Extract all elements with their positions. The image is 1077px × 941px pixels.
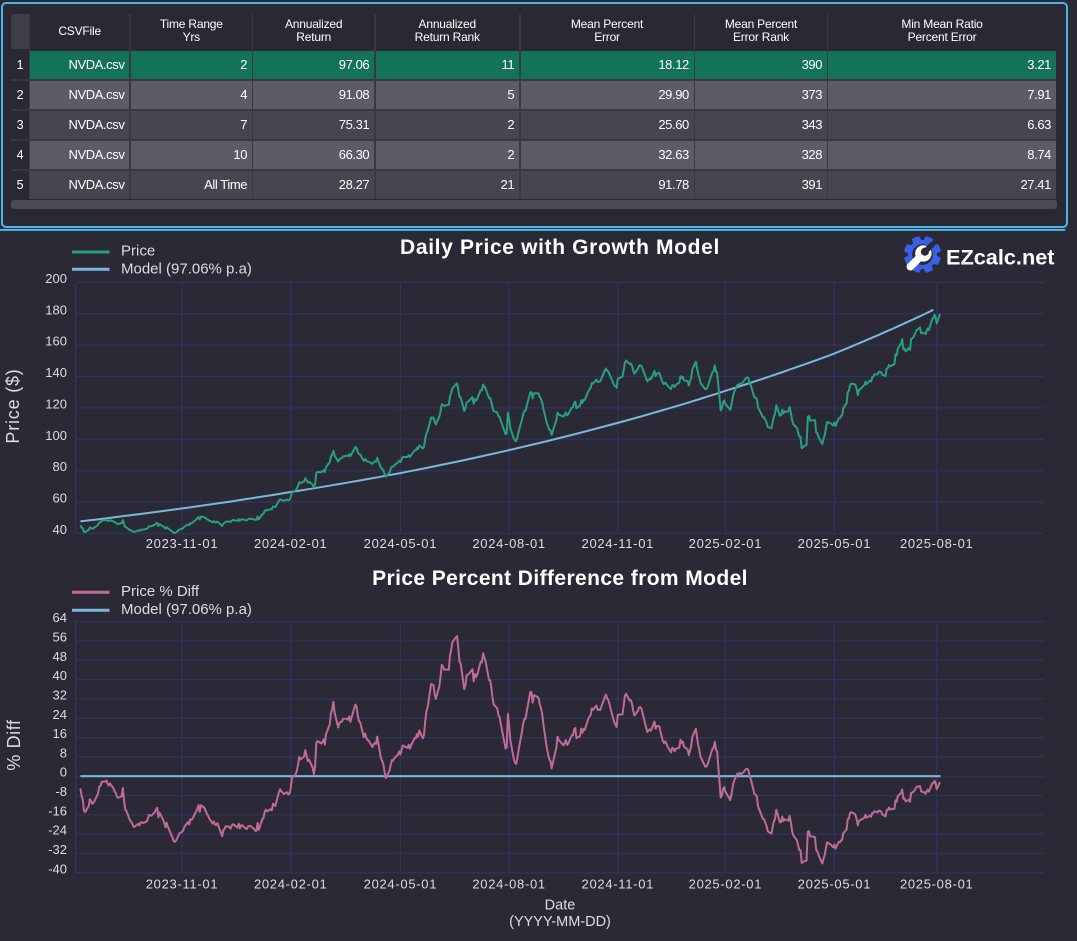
svg-text:Price: Price [121, 243, 155, 260]
svg-text:Daily Price with Growth Model: Daily Price with Growth Model [400, 236, 720, 259]
svg-text:2023-11-01: 2023-11-01 [146, 877, 219, 892]
svg-text:120: 120 [45, 396, 67, 411]
svg-text:(YYYY-MM-DD): (YYYY-MM-DD) [509, 914, 611, 930]
svg-text:100: 100 [45, 428, 67, 443]
svg-text:200: 200 [45, 271, 67, 286]
svg-text:-32: -32 [48, 842, 67, 857]
svg-text:Model (97.06% p.a): Model (97.06% p.a) [121, 261, 252, 278]
svg-text:40: 40 [53, 522, 67, 537]
svg-text:-40: -40 [48, 861, 67, 876]
svg-text:64: 64 [53, 610, 67, 625]
svg-text:2024-02-01: 2024-02-01 [254, 536, 328, 551]
svg-text:16: 16 [53, 726, 67, 741]
svg-text:-8: -8 [55, 784, 67, 799]
svg-text:2025-02-01: 2025-02-01 [689, 877, 763, 892]
svg-text:180: 180 [45, 302, 67, 317]
svg-text:140: 140 [45, 365, 67, 380]
svg-text:2024-08-01: 2024-08-01 [472, 536, 546, 551]
svg-text:2024-11-01: 2024-11-01 [582, 877, 655, 892]
svg-text:2024-02-01: 2024-02-01 [254, 877, 328, 892]
svg-text:8: 8 [60, 745, 67, 760]
svg-text:-24: -24 [48, 823, 67, 838]
svg-text:EZcalc.net: EZcalc.net [946, 245, 1054, 270]
svg-text:2024-11-01: 2024-11-01 [582, 536, 655, 551]
svg-text:2025-08-01: 2025-08-01 [900, 877, 974, 892]
svg-text:Price % Diff: Price % Diff [121, 583, 200, 600]
svg-text:2025-08-01: 2025-08-01 [900, 536, 974, 551]
svg-text:% Diff: % Diff [4, 719, 24, 771]
svg-text:2025-05-01: 2025-05-01 [798, 536, 872, 551]
svg-text:2024-05-01: 2024-05-01 [364, 536, 438, 551]
svg-text:2023-11-01: 2023-11-01 [146, 536, 219, 551]
svg-text:24: 24 [53, 707, 67, 722]
svg-text:40: 40 [53, 668, 67, 683]
svg-text:Price Percent Difference from: Price Percent Difference from Model [372, 567, 748, 590]
svg-text:Price ($): Price ($) [3, 368, 23, 443]
svg-text:2025-02-01: 2025-02-01 [689, 536, 763, 551]
svg-text:32: 32 [53, 688, 67, 703]
svg-text:-16: -16 [48, 803, 67, 818]
svg-text:48: 48 [53, 649, 67, 664]
svg-text:Date: Date [545, 898, 576, 914]
svg-text:Model (97.06% p.a): Model (97.06% p.a) [121, 601, 252, 618]
svg-text:0: 0 [60, 765, 67, 780]
svg-text:2024-05-01: 2024-05-01 [364, 877, 438, 892]
svg-text:56: 56 [53, 630, 67, 645]
svg-text:80: 80 [53, 459, 67, 474]
svg-text:160: 160 [45, 334, 67, 349]
svg-text:2025-05-01: 2025-05-01 [798, 877, 872, 892]
svg-text:2024-08-01: 2024-08-01 [472, 877, 546, 892]
svg-text:60: 60 [53, 491, 67, 506]
